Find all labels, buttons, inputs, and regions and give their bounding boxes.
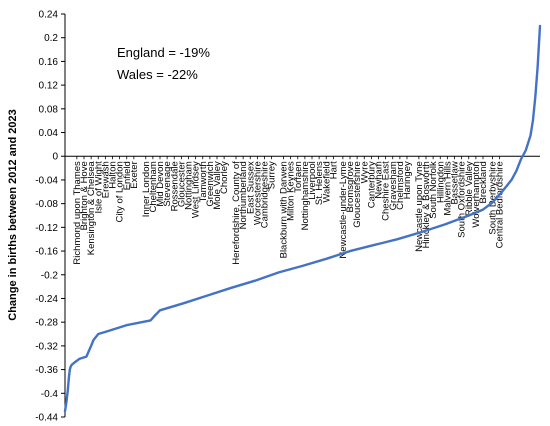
y-tick-label: -0.12: [35, 223, 58, 234]
category-label: Stevenage: [162, 161, 173, 206]
y-tick-label: 0: [52, 152, 58, 163]
category-label: Rossendale: [169, 161, 180, 211]
category-label: Cambridgeshire: [260, 161, 271, 228]
category-label: Exeter: [129, 161, 140, 188]
category-label: Mid Devon: [155, 161, 166, 206]
y-tick-label: -0.16: [35, 247, 58, 258]
y-tick-label: -0.2: [41, 270, 59, 281]
y-tick-label: -0.32: [35, 341, 58, 352]
category-label: Torfaen: [293, 161, 304, 193]
category-label: Central Bedfordshire: [495, 161, 506, 248]
y-tick-label: 0.16: [39, 57, 59, 68]
y-tick-label: 0.2: [44, 33, 58, 44]
category-label: Richmond upon Thames: [72, 161, 83, 265]
y-axis-label: Change in births between 2012 and 2023: [7, 109, 19, 321]
y-tick-label: 0.24: [39, 10, 59, 21]
y-tick-label: -0.36: [35, 365, 58, 376]
category-label: Malvern Hills: [442, 161, 453, 216]
y-tick-label: 0.04: [39, 128, 59, 139]
category-label: Gloucester: [176, 161, 187, 207]
category-label: Surrey: [267, 161, 278, 189]
category-label: Ribble Valley: [464, 161, 475, 216]
category-label: St. Helens: [314, 161, 325, 205]
y-tick-label: 0.08: [39, 104, 59, 115]
category-label: Breckland: [478, 161, 489, 203]
category-label: Milton Keynes: [286, 161, 297, 221]
category-label: Canterbury: [366, 161, 377, 208]
category-label: Tamworth: [198, 161, 209, 202]
category-label: Hart: [328, 161, 339, 179]
category-label: Wakefield: [321, 161, 332, 202]
category-label: Liverpool: [307, 161, 318, 200]
category-label: Isle of Wight: [93, 161, 104, 214]
category-label: South Oxfordshire: [457, 161, 468, 238]
category-label: Bassetlaw: [450, 161, 461, 204]
y-tick-label: -0.08: [35, 199, 58, 210]
category-label: Herefordshire, County of: [231, 161, 242, 265]
category-label: Bromsgrove: [345, 161, 356, 212]
category-label: Blackburn with Darwen: [279, 161, 290, 258]
y-tick-labels: 0.24 0.2 0.16 0.12 0.08 0.04 0 -0.04 -0.08 -0.12 -…: [35, 10, 65, 424]
category-label: West Lindsey: [191, 161, 202, 218]
category-label: Halton: [108, 161, 119, 188]
category-label: Brighton & Hove: [79, 161, 90, 230]
category-label: Chelmsford: [395, 161, 406, 210]
category-label: Worcestershire: [252, 161, 263, 225]
x-tick-marks: [76, 156, 501, 160]
category-label: East Sussex: [245, 161, 256, 214]
category-label: Greenwich: [205, 161, 216, 206]
category-label: Wyre: [359, 161, 370, 183]
category-label: Inner London: [141, 161, 152, 217]
y-tick-label: 0.12: [39, 81, 59, 92]
category-label: Hillingdon: [435, 161, 446, 203]
category-label: South Norfolk: [428, 161, 439, 219]
y-tick-label: -0.44: [35, 413, 58, 424]
category-label: South Derbyshire: [488, 161, 499, 234]
annotation-wales: Wales = -22%: [117, 67, 198, 82]
category-label: Wolverhampton: [471, 161, 482, 227]
category-label: Newcastle-under-Lyme: [338, 161, 349, 258]
series-line: [63, 24, 542, 413]
category-label: Gloucestershire: [352, 161, 363, 228]
category-label: Chorley: [219, 161, 230, 194]
category-label: Nottinghamshire: [300, 161, 311, 230]
category-label: City of London: [115, 161, 126, 222]
annotation-england: England = -19%: [117, 45, 210, 60]
category-label: Cheshire East: [381, 161, 392, 221]
category-label: Kensington & Chelsea: [86, 161, 97, 256]
y-tick-label: -0.04: [35, 175, 58, 186]
category-label: Nottingham: [184, 161, 195, 210]
category-label: Erewash: [100, 161, 111, 198]
y-tick-label: -0.28: [35, 318, 58, 329]
y-tick-label: -0.24: [35, 294, 58, 305]
category-label: Northumberland: [238, 161, 249, 229]
category-label: Haringey: [402, 161, 413, 199]
category-label: Newcastle upon Tyne: [414, 161, 425, 252]
category-label: Cheltenham: [148, 161, 159, 212]
category-label: Enfield: [122, 161, 133, 190]
category-label: Newham: [374, 161, 385, 199]
category-label: Gravesham: [388, 161, 399, 210]
y-tick-label: -0.4: [41, 389, 59, 400]
category-label: Hinckley & Bosworth: [421, 161, 432, 248]
category-label: Mole Valley: [212, 161, 223, 210]
